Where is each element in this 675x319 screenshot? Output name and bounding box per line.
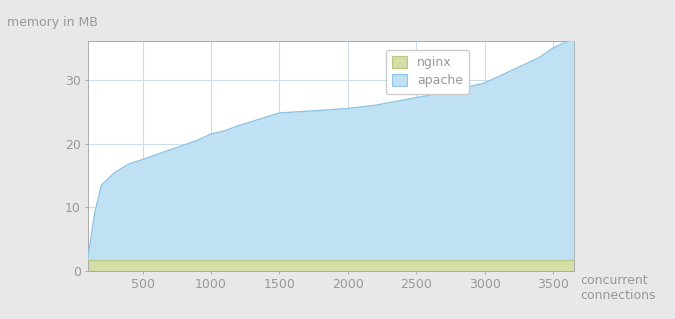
Legend: nginx, apache: nginx, apache	[385, 50, 469, 93]
Text: concurrent
connections: concurrent connections	[580, 274, 656, 302]
Text: memory in MB: memory in MB	[7, 16, 98, 29]
